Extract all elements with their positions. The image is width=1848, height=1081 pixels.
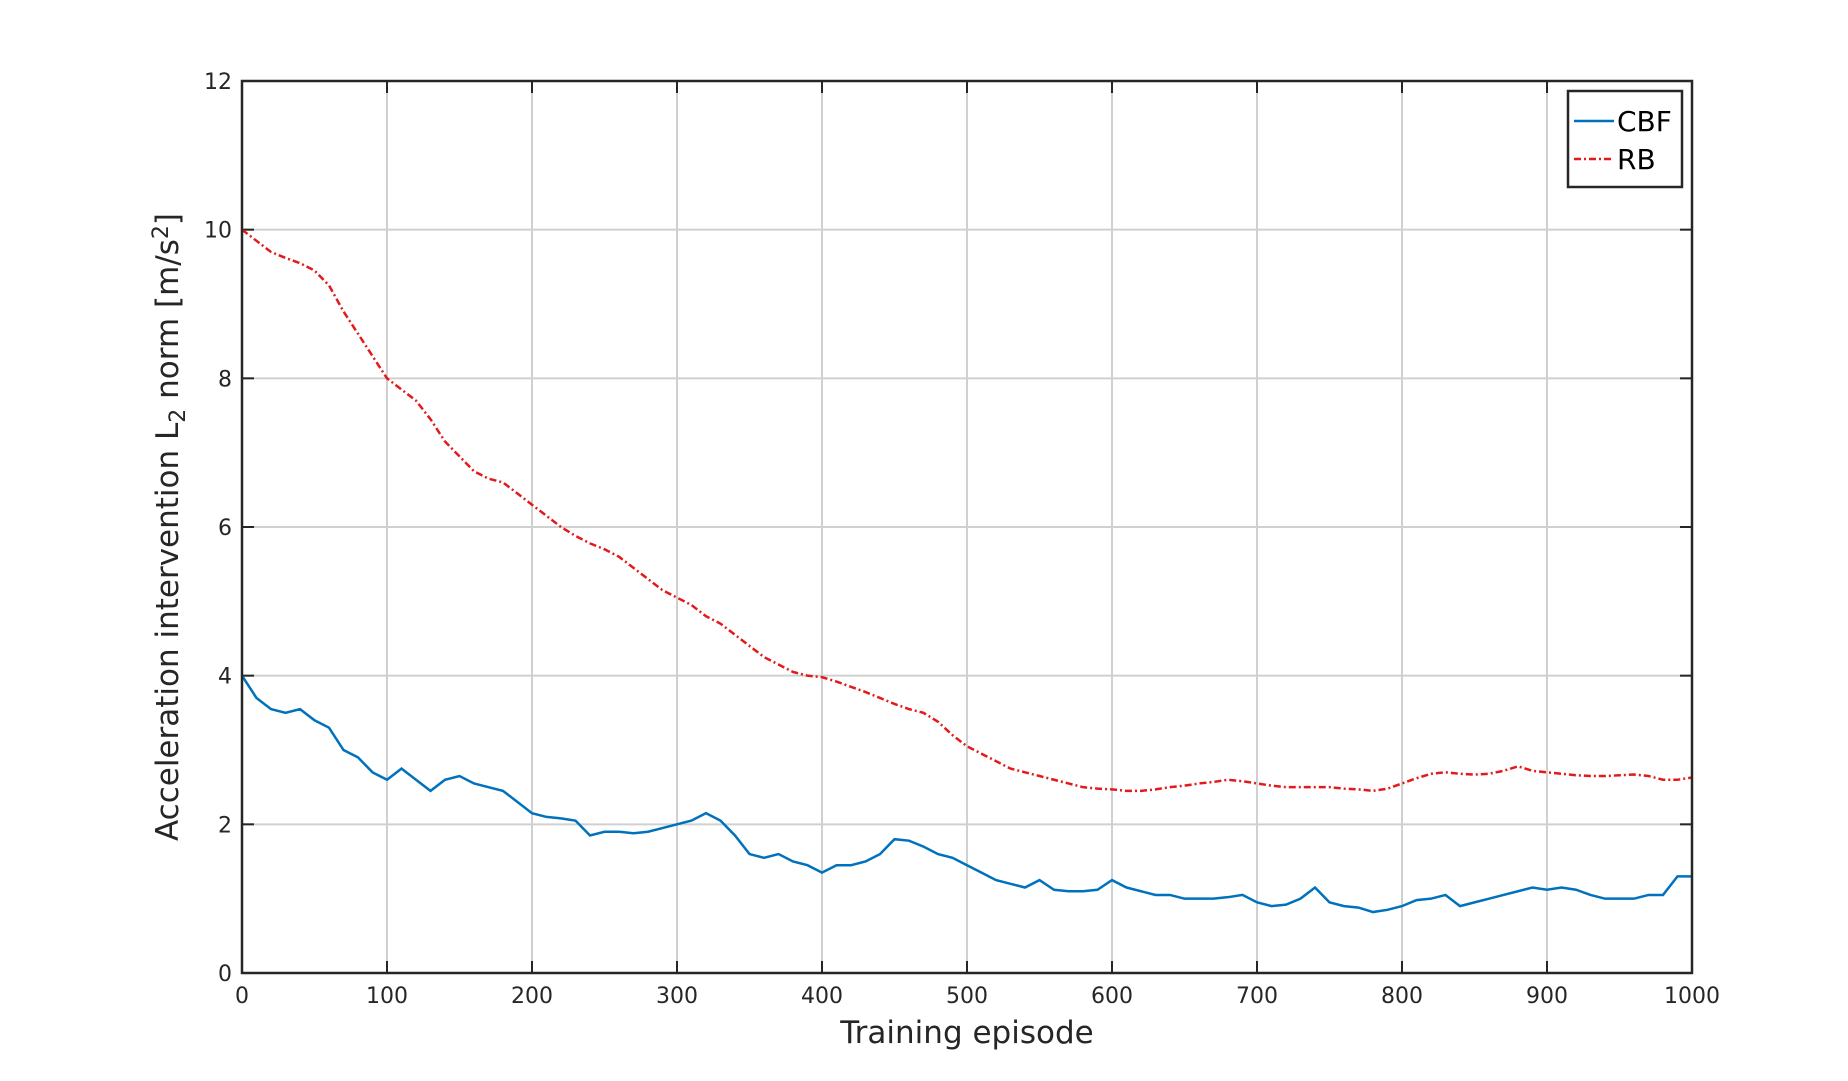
x-axis-label: Training episode <box>839 1015 1093 1051</box>
legend-label: RB <box>1617 143 1656 176</box>
y-tick-label: 10 <box>204 219 232 244</box>
y-tick-label: 12 <box>204 70 232 95</box>
y-axis-label-part: norm [m/s <box>150 239 186 409</box>
y-tick-label: 0 <box>218 962 232 987</box>
y-tick-label: 4 <box>218 665 232 690</box>
x-tick-label: 300 <box>656 984 698 1009</box>
y-tick-label: 6 <box>218 516 232 541</box>
x-tick-label: 1000 <box>1664 984 1720 1009</box>
x-tick-label: 900 <box>1526 984 1568 1009</box>
y-axis-label-part: 2 <box>149 225 174 239</box>
x-tick-label: 0 <box>235 984 249 1009</box>
y-tick-label: 8 <box>218 367 232 392</box>
legend-box <box>1566 89 1684 189</box>
x-tick-label: 700 <box>1236 984 1278 1009</box>
x-tick-label: 100 <box>366 984 408 1009</box>
x-tick-label: 400 <box>801 984 843 1009</box>
y-axis-label-part: 2 <box>166 409 191 423</box>
x-tick-label: 200 <box>511 984 553 1009</box>
x-tick-label: 600 <box>1091 984 1133 1009</box>
x-tick-label: 800 <box>1381 984 1423 1009</box>
y-axis-label: Acceleration intervention L2 norm [m/s2] <box>149 213 190 841</box>
y-axis-label-part: ] <box>150 213 186 225</box>
x-tick-label: 500 <box>946 984 988 1009</box>
y-axis-label-part: Acceleration intervention L <box>150 422 186 841</box>
series-line <box>240 674 1692 914</box>
legend-label: CBF <box>1617 105 1672 138</box>
plot-frame <box>240 79 1694 975</box>
y-tick-label: 2 <box>218 813 232 838</box>
